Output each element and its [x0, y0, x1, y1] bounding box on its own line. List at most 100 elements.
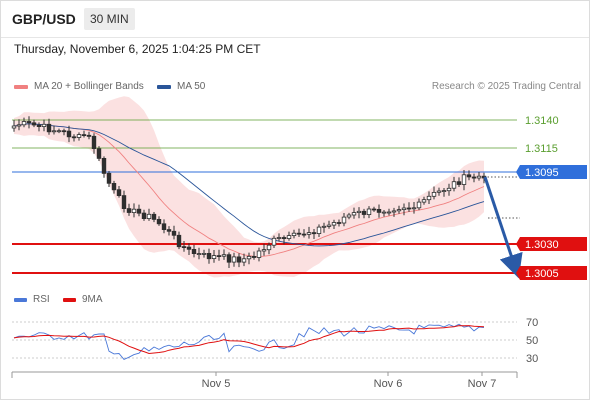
candle [461, 170, 467, 191]
candle-body [266, 244, 272, 251]
candle-body [276, 237, 282, 239]
candle-body [391, 210, 397, 213]
candle [166, 226, 172, 236]
candle [131, 203, 137, 218]
candle-body [86, 134, 92, 137]
candle [146, 208, 152, 221]
candle [186, 243, 192, 255]
candle [401, 203, 407, 216]
candle [111, 180, 117, 194]
candle [396, 205, 402, 214]
timeframe-badge[interactable]: 30 MIN [84, 8, 135, 30]
candle [346, 212, 352, 220]
candle [316, 224, 322, 237]
candle-body [126, 208, 132, 213]
candle [191, 244, 197, 258]
candle-body [241, 258, 247, 263]
ma9-swatch [63, 297, 76, 302]
candle-body [26, 121, 32, 124]
rsi-level-label-70: 70 [526, 317, 538, 329]
candle [91, 133, 97, 154]
candle [101, 156, 107, 178]
candle-body [376, 208, 382, 213]
candle [311, 229, 317, 239]
candle-body [446, 187, 452, 192]
candle [406, 202, 412, 212]
candle [291, 229, 297, 239]
candle-body [106, 172, 112, 184]
candle [126, 203, 132, 216]
candle-body [66, 130, 72, 138]
candle [351, 207, 357, 219]
candle [411, 202, 417, 214]
candle [56, 128, 62, 134]
candle [466, 170, 472, 181]
candle [141, 209, 147, 221]
chart-header: GBP/USD 30 MIN [1, 1, 589, 38]
candle [241, 253, 247, 267]
candle-body [456, 181, 462, 185]
candle-body [291, 232, 297, 236]
bollinger-band [14, 96, 484, 278]
candle-body [371, 208, 377, 211]
candle-body [301, 233, 307, 236]
candle [36, 122, 42, 132]
candle [41, 119, 47, 132]
candle-body [221, 254, 227, 257]
candle [436, 187, 442, 196]
candle-body [251, 255, 257, 258]
candle [211, 250, 217, 263]
candle [416, 198, 422, 211]
candle-body [281, 237, 287, 240]
rsi-ma9-line [13, 325, 485, 355]
ma20-swatch [14, 84, 28, 89]
candle-body [211, 255, 217, 260]
candle [341, 213, 347, 227]
x-axis: Nov 5 Nov 6 Nov 7 [11, 371, 518, 390]
candle-body [81, 134, 87, 137]
legend-rsi: RSI [14, 294, 50, 305]
candle-body [116, 189, 122, 196]
candle [176, 231, 182, 250]
candle-body [331, 222, 337, 226]
candle-body [41, 123, 47, 128]
candle [371, 206, 377, 212]
candle-body [206, 252, 212, 260]
candle-body [196, 253, 202, 256]
candle [281, 235, 287, 245]
candle-body [146, 213, 152, 220]
candle-body [436, 190, 442, 193]
candle-body [411, 207, 417, 210]
candle [171, 225, 177, 240]
candle-body [71, 136, 77, 139]
candle [31, 119, 37, 128]
candle-body [151, 213, 157, 220]
candle-body [396, 209, 402, 212]
candle-body [231, 256, 237, 263]
candle-body [286, 235, 292, 240]
ma50-legend-label: MA 50 [177, 81, 206, 92]
research-credit: Research © 2025 Trading Central [431, 81, 581, 92]
candle [16, 119, 22, 131]
projection [483, 176, 523, 279]
candle-body [61, 130, 67, 133]
candle [231, 252, 237, 267]
candle [221, 249, 227, 260]
rsi-level-label-50: 50 [526, 335, 538, 347]
candle-body [246, 255, 252, 260]
candle [326, 220, 332, 229]
projection-arrow [483, 176, 523, 279]
candle-body [46, 123, 52, 133]
x-tick-label: Nov 7 [468, 378, 497, 390]
candle-body [36, 124, 42, 128]
price-level-labels: 1.3140 1.3115 1.3095 1.3030 1.3005 [516, 115, 587, 280]
candle-body [141, 212, 147, 220]
candle [426, 191, 432, 204]
candle-body [236, 256, 242, 263]
candle [366, 206, 372, 219]
candle-body [416, 201, 422, 209]
candle-body [421, 199, 427, 203]
candle-body [256, 250, 262, 258]
